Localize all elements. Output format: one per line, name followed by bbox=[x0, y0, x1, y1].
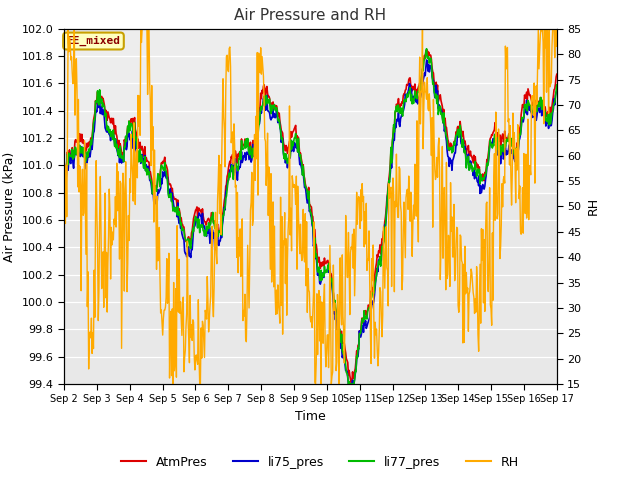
Legend: AtmPres, li75_pres, li77_pres, RH: AtmPres, li75_pres, li77_pres, RH bbox=[116, 451, 524, 474]
Title: Air Pressure and RH: Air Pressure and RH bbox=[234, 9, 387, 24]
Bar bbox=[64, 22, 557, 193]
Y-axis label: RH: RH bbox=[587, 197, 600, 216]
Text: EE_mixed: EE_mixed bbox=[67, 36, 120, 46]
Y-axis label: Air Pressure (kPa): Air Pressure (kPa) bbox=[3, 151, 16, 262]
X-axis label: Time: Time bbox=[295, 410, 326, 423]
